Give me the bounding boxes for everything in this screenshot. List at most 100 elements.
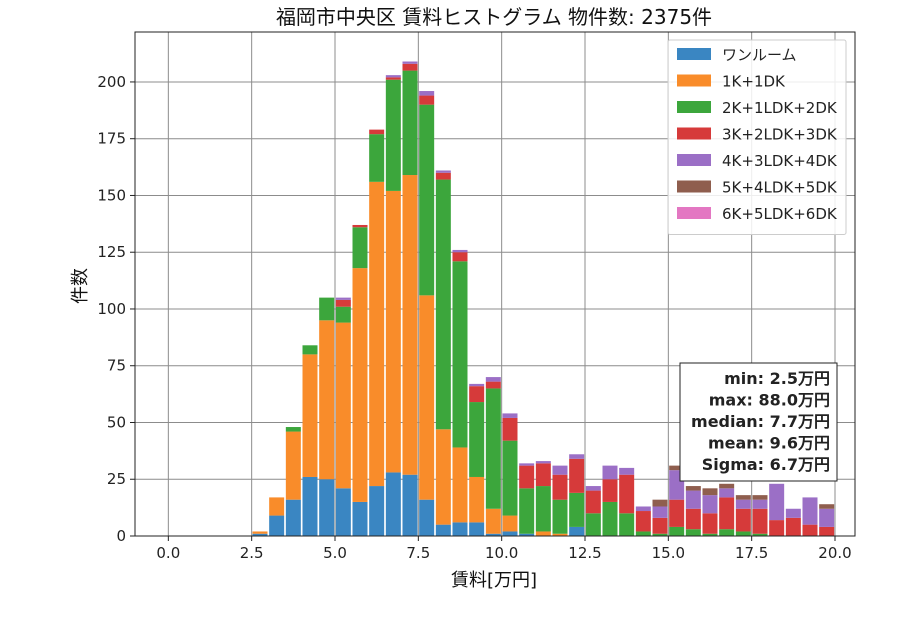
y-tick-label: 125 <box>97 243 126 261</box>
stats-line: min: 2.5万円 <box>724 369 830 388</box>
bar-segment <box>485 381 501 389</box>
y-tick-label: 150 <box>97 186 126 204</box>
bar-segment <box>419 95 435 105</box>
bar-segment <box>602 465 618 480</box>
bar-segment <box>385 472 401 536</box>
bar-segment <box>319 479 335 536</box>
bar-segment <box>702 495 718 514</box>
bar-segment <box>335 488 351 536</box>
legend-box <box>667 39 847 235</box>
bar-segment <box>635 506 651 512</box>
bar-segment <box>702 533 718 536</box>
bar-segment <box>385 75 401 78</box>
y-tick-label: 200 <box>97 73 126 91</box>
bar-segment <box>485 533 501 536</box>
bar-segment <box>752 533 768 536</box>
bar-segment <box>602 479 618 502</box>
stats-line: median: 7.7万円 <box>691 412 830 431</box>
bar-segment <box>669 526 685 536</box>
bar-segment <box>402 70 418 176</box>
bar-segment <box>469 476 485 523</box>
bar-segment <box>252 531 268 534</box>
x-tick-label: 10.0 <box>485 544 518 562</box>
x-tick-label: 5.0 <box>323 544 347 562</box>
bar-segment <box>652 506 668 518</box>
bar-segment <box>802 524 818 536</box>
bar-segment <box>569 458 585 493</box>
y-axis-label: 件数 <box>70 268 91 304</box>
bar-segment <box>402 61 418 64</box>
x-tick-label: 12.5 <box>568 544 601 562</box>
bar-segment <box>569 454 585 459</box>
bar-segment <box>535 461 551 464</box>
bar-segment <box>285 499 301 536</box>
x-tick-label: 15.0 <box>652 544 685 562</box>
bar-segment <box>485 508 501 534</box>
bar-segment <box>519 533 535 536</box>
legend-label: 4K+3LDK+4DK <box>722 152 838 170</box>
bar-segment <box>452 252 468 262</box>
bar-segment <box>485 377 501 382</box>
bar-segment <box>369 181 385 487</box>
stats-box: min: 2.5万円 max: 88.0万円 median: 7.7万円 mean: … <box>679 362 838 482</box>
bar-segment <box>519 465 535 489</box>
bar-segment <box>769 520 785 536</box>
bar-segment <box>519 463 535 466</box>
legend-label: 5K+4LDK+5DK <box>722 179 838 197</box>
legend-swatch <box>677 101 711 113</box>
plot-frame <box>134 31 856 537</box>
axes: 0.0 2.5 5.0 7.5 10.0 12.5 15.0 17.5 20.0 0 25 50 75 1… <box>97 31 856 562</box>
bar-segment <box>335 306 351 323</box>
bar-segment <box>319 297 335 321</box>
legend-label: 2K+1LDK+2DK <box>722 99 838 117</box>
bar-segment <box>669 465 685 471</box>
bar-segment <box>402 175 418 475</box>
bar-segment <box>285 427 301 432</box>
bar-segment <box>502 413 518 418</box>
bar-segment <box>735 499 751 509</box>
y-tick-label: 175 <box>97 130 126 148</box>
bar-segment <box>369 486 385 536</box>
bar-segment <box>435 172 451 180</box>
bar-segment <box>402 63 418 71</box>
bar-segment <box>302 345 318 355</box>
bar-segment <box>385 77 401 80</box>
legend-swatch <box>677 48 711 60</box>
bar-segment <box>602 501 618 536</box>
bar-segment <box>719 529 735 536</box>
bar-segment <box>502 417 518 441</box>
bar-segment <box>685 508 701 530</box>
bar-segment <box>485 388 501 509</box>
bar-segment <box>652 517 668 534</box>
bar-segment <box>685 529 701 536</box>
bar-segment <box>569 492 585 527</box>
bar-segment <box>385 79 401 191</box>
stats-line: mean: 9.6万円 <box>708 434 830 453</box>
bar-segment <box>619 513 635 536</box>
x-tick-label: 0.0 <box>156 544 180 562</box>
bar-segment <box>469 386 485 403</box>
bar-segment <box>435 170 451 173</box>
bar-segment <box>302 476 318 536</box>
bar-segment <box>452 447 468 523</box>
bar-segment <box>785 508 801 518</box>
legend-swatch <box>677 74 711 87</box>
stats-box-frame <box>679 362 838 482</box>
bar-segment <box>469 402 485 477</box>
legend-label: 6K+5LDK+6DK <box>722 205 838 223</box>
bar-segment <box>702 513 718 534</box>
bar-segment <box>285 431 301 500</box>
bar-segment <box>435 429 451 525</box>
bar-segment <box>552 499 568 534</box>
bar-segment <box>369 134 385 182</box>
bar-segment <box>319 320 335 480</box>
bar-segment <box>552 533 568 536</box>
legend-label: 3K+2LDK+3DK <box>722 126 838 144</box>
bar-segment <box>519 488 535 534</box>
bar-segment <box>569 526 585 536</box>
bar-segment <box>585 513 601 536</box>
bar-segment <box>535 531 551 536</box>
bar-segment <box>669 499 685 527</box>
bar-segment <box>585 490 601 514</box>
